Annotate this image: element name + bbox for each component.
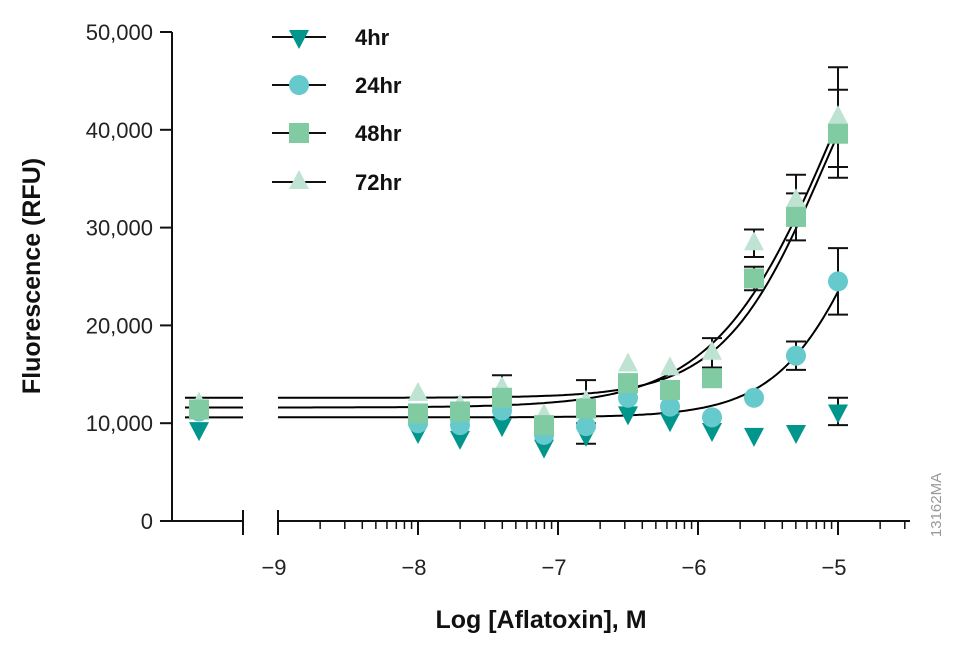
data-point-4hr bbox=[450, 430, 470, 450]
y-tick-label: 30,000 bbox=[86, 216, 153, 241]
data-point-72hr bbox=[660, 356, 680, 376]
fit-curve-72hr bbox=[278, 133, 839, 399]
y-tick-label: 20,000 bbox=[86, 313, 153, 338]
x-axis-label: Log [Aflatoxin], M bbox=[435, 606, 646, 634]
data-point-48hr bbox=[828, 123, 848, 144]
y-tick-label: 50,000 bbox=[86, 20, 153, 45]
data-point-4hr-control bbox=[189, 422, 209, 442]
data-point-4hr bbox=[828, 404, 848, 424]
data-point-72hr bbox=[744, 231, 764, 251]
data-points bbox=[189, 105, 848, 459]
x-tick-label: −9 bbox=[261, 555, 286, 580]
fit-curve-48hr bbox=[278, 121, 839, 409]
legend-marker-24hr bbox=[289, 75, 309, 95]
data-point-24hr bbox=[660, 396, 680, 417]
data-point-24hr bbox=[744, 387, 764, 408]
axes: 0 10,000 20,000 30,000 40,000 50,000 −9 −8 −7 −6 −… bbox=[86, 20, 910, 580]
data-point-48hr bbox=[786, 206, 806, 227]
data-point-48hr bbox=[576, 398, 596, 419]
fit-curves bbox=[185, 121, 839, 419]
data-point-4hr bbox=[702, 423, 722, 443]
data-point-48hr bbox=[618, 373, 638, 394]
figure-code: 13162MA bbox=[928, 473, 945, 537]
legend-label-48hr: 48hr bbox=[355, 121, 402, 146]
data-point-48hr bbox=[744, 268, 764, 289]
legend-label-72hr: 72hr bbox=[355, 170, 402, 195]
x-tick-label: −7 bbox=[541, 555, 566, 580]
legend-marker-48hr bbox=[289, 123, 309, 143]
y-tick-label: 10,000 bbox=[86, 411, 153, 436]
y-tick-label: 0 bbox=[141, 509, 153, 534]
data-point-48hr bbox=[450, 401, 470, 422]
data-point-48hr bbox=[660, 379, 680, 400]
legend-label-24hr: 24hr bbox=[355, 73, 402, 98]
data-point-24hr bbox=[576, 416, 596, 437]
data-point-48hr bbox=[408, 403, 428, 424]
data-point-24hr bbox=[786, 345, 806, 366]
data-point-72hr bbox=[408, 381, 428, 401]
legend-label-4hr: 4hr bbox=[355, 25, 390, 50]
data-point-72hr bbox=[828, 105, 848, 125]
data-point-4hr bbox=[744, 427, 764, 447]
data-point-4hr bbox=[492, 418, 512, 438]
x-tick-label: −8 bbox=[401, 555, 426, 580]
data-point-72hr bbox=[786, 188, 806, 208]
data-point-72hr bbox=[618, 352, 638, 372]
data-point-24hr bbox=[702, 407, 722, 428]
x-tick-label: −5 bbox=[821, 555, 846, 580]
legend-marker-4hr bbox=[289, 30, 309, 49]
data-point-48hr bbox=[702, 368, 722, 389]
data-point-4hr bbox=[534, 439, 554, 459]
data-point-48hr bbox=[492, 387, 512, 408]
data-point-24hr bbox=[828, 271, 848, 292]
data-point-72hr bbox=[702, 340, 722, 360]
data-point-4hr bbox=[786, 425, 806, 445]
data-point-4hr bbox=[618, 406, 638, 426]
data-point-48hr bbox=[534, 415, 554, 436]
y-tick-label: 40,000 bbox=[86, 118, 153, 143]
data-point-48hr-control bbox=[189, 399, 209, 420]
y-axis-label: Fluorescence (RFU) bbox=[18, 158, 46, 394]
x-tick-label: −6 bbox=[681, 555, 706, 580]
legend: 4hr 24hr 48hr 72hr bbox=[272, 25, 402, 195]
data-point-4hr bbox=[660, 413, 680, 433]
legend-marker-72hr bbox=[289, 170, 309, 189]
